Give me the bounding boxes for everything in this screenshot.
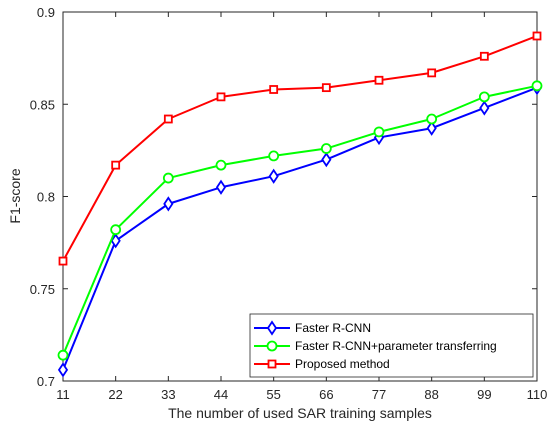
data-point — [216, 92, 226, 102]
data-point — [57, 349, 69, 361]
legend-entry: Proposed method — [254, 357, 390, 371]
data-point — [426, 120, 437, 136]
data-point — [320, 143, 332, 154]
x-tick-label: 99 — [477, 387, 491, 402]
y-tick-label: 0.85 — [30, 97, 55, 112]
x-axis-title: The number of used SAR training samples — [168, 405, 432, 421]
y-tick-label: 0.9 — [37, 5, 55, 20]
y-tick-label: 0.7 — [37, 374, 55, 389]
data-point — [162, 172, 174, 184]
data-point — [427, 68, 437, 78]
series-3 — [58, 31, 542, 266]
legend-entry: Faster R-CNN — [254, 320, 371, 336]
x-tick-label: 55 — [266, 387, 280, 402]
x-tick-label: 88 — [424, 387, 438, 402]
series-line — [62, 84, 538, 356]
data-point — [269, 85, 279, 94]
data-point — [321, 83, 331, 93]
data-point — [479, 51, 489, 61]
legend-marker — [266, 340, 278, 352]
axis-ticks: 11 22 33 44 55 66 77 88 99 110 0.7 0.75 0.8 0.85 0.9 — [30, 5, 548, 402]
data-point — [531, 80, 543, 92]
legend-label: Proposed method — [295, 357, 390, 371]
legend: Faster R-CNN Faster R-CNN+parameter trans… — [249, 313, 534, 378]
legend-marker — [267, 359, 277, 369]
data-point — [110, 233, 121, 249]
data-point — [57, 362, 69, 378]
data-point — [215, 159, 227, 171]
data-point — [215, 179, 227, 195]
x-tick-label: 33 — [161, 387, 175, 402]
data-point — [426, 113, 438, 125]
y-tick-label: 0.8 — [37, 190, 55, 205]
legend-marker — [266, 320, 278, 336]
legend-label: Faster R-CNN+parameter transferring — [295, 339, 497, 353]
series-2 — [57, 80, 543, 361]
data-point — [110, 224, 122, 236]
series-line — [62, 86, 538, 371]
data-point — [374, 75, 384, 85]
legend-entry: Faster R-CNN+parameter transferring — [254, 339, 497, 353]
data-point — [532, 31, 542, 41]
x-tick-label: 66 — [319, 387, 333, 402]
data-point — [111, 160, 121, 170]
x-tick-label: 110 — [527, 387, 548, 402]
x-tick-label: 22 — [108, 387, 122, 402]
data-point — [58, 256, 68, 266]
data-point — [478, 91, 490, 103]
x-tick-label: 44 — [214, 387, 228, 402]
data-point — [373, 126, 385, 138]
y-tick-label: 0.75 — [30, 282, 55, 297]
legend-label: Faster R-CNN — [295, 321, 371, 335]
series-line — [62, 35, 538, 262]
x-tick-label: 77 — [372, 387, 386, 402]
legend-box — [249, 313, 534, 378]
data-point — [479, 100, 490, 116]
data-point — [321, 151, 332, 168]
series-layer — [57, 31, 543, 378]
data-point — [163, 196, 174, 212]
data-point — [268, 168, 279, 184]
data-point — [163, 114, 173, 124]
x-tick-label: 11 — [56, 387, 70, 402]
data-point — [268, 150, 280, 162]
y-axis-title: F1-score — [7, 168, 23, 223]
